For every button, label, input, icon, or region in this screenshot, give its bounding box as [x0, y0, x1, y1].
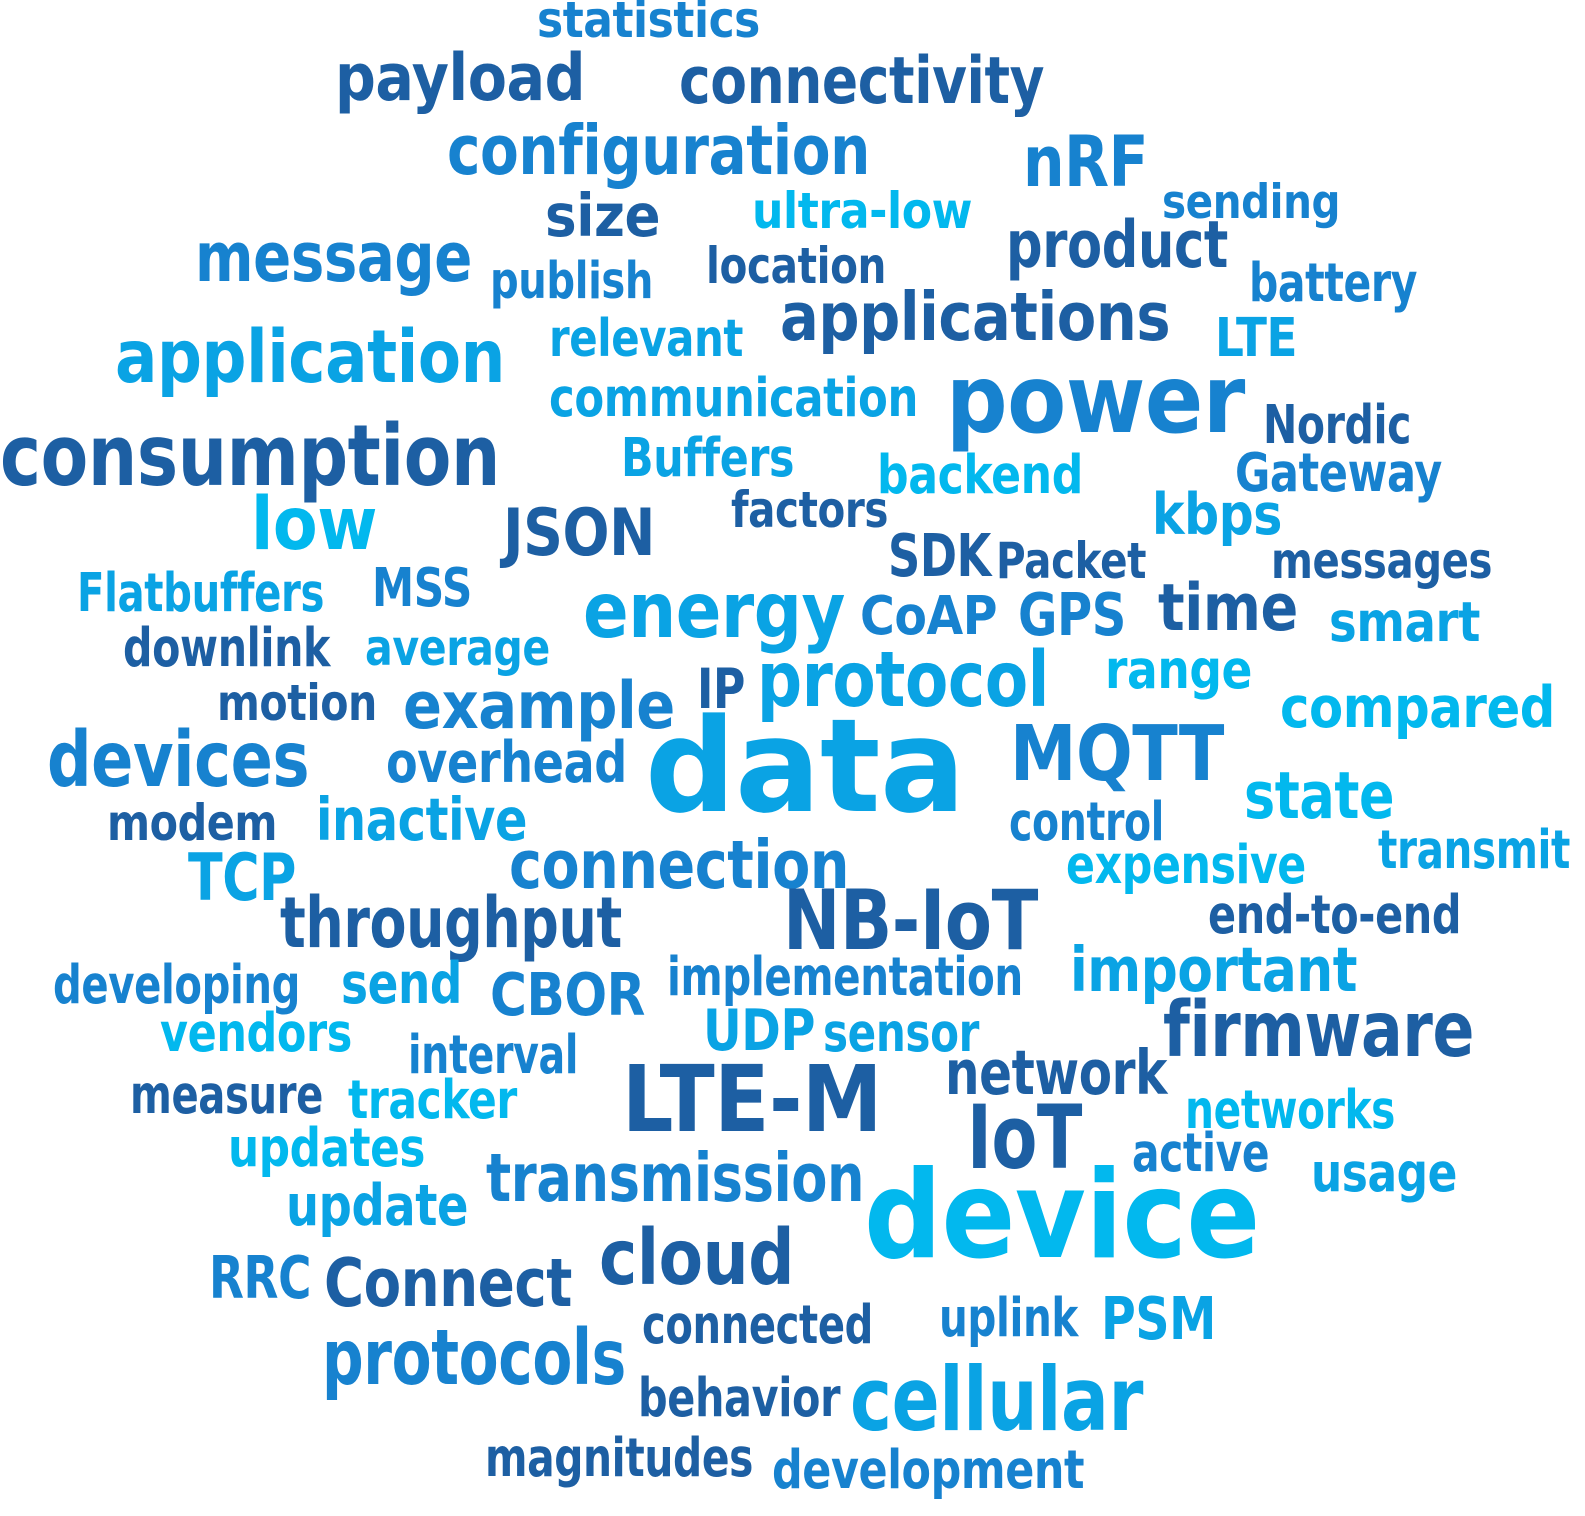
word-kbps: kbps — [1152, 482, 1282, 549]
word-updates: updates — [228, 1116, 426, 1179]
word-inactive: inactive — [316, 784, 528, 854]
word-transmit: transmit — [1378, 818, 1571, 881]
word-statistics: statistics — [537, 0, 760, 50]
word-tcp: TCP — [188, 841, 297, 917]
word-uplink: uplink — [939, 1286, 1078, 1349]
word-udp: UDP — [703, 998, 815, 1065]
word-ultra-low: ultra-low — [752, 182, 973, 241]
word-product: product — [1006, 208, 1228, 284]
word-factors: factors — [731, 481, 889, 540]
word-developing: developing — [53, 953, 301, 1016]
word-vendors: vendors — [160, 1001, 352, 1064]
word-protocols: protocols — [322, 1313, 626, 1403]
word-range: range — [1105, 638, 1252, 701]
word-message: message — [195, 217, 472, 298]
word-payload: payload — [335, 41, 586, 117]
word-throughput: throughput — [280, 880, 622, 964]
word-downlink: downlink — [123, 616, 331, 679]
word-communication: communication — [549, 366, 918, 429]
word-applications: applications — [780, 277, 1171, 356]
word-average: average — [365, 619, 550, 678]
word-gps: GPS — [1018, 579, 1126, 649]
word-battery: battery — [1249, 251, 1418, 314]
word-smart: smart — [1329, 591, 1481, 656]
word-cloud: cloud — [599, 1213, 795, 1303]
word-interval: interval — [408, 1023, 579, 1086]
word-lte: LTE — [1215, 306, 1298, 369]
word-mss: MSS — [372, 556, 472, 619]
word-publish: publish — [490, 250, 654, 310]
word-mqtt: MQTT — [1010, 709, 1224, 799]
word-sensor: sensor — [823, 1001, 979, 1064]
word-messages: messages — [1271, 532, 1493, 591]
word-networks: networks — [1185, 1078, 1396, 1141]
word-send: send — [341, 951, 462, 1018]
word-size: size — [545, 180, 661, 250]
word-transmission: transmission — [486, 1138, 865, 1217]
word-sending: sending — [1162, 175, 1341, 231]
word-connectivity: connectivity — [679, 44, 1045, 120]
word-magnitudes: magnitudes — [485, 1426, 753, 1489]
word-behavior: behavior — [638, 1366, 841, 1429]
word-network: network — [945, 1037, 1168, 1109]
word-coap: CoAP — [860, 584, 998, 647]
word-low: low — [251, 482, 378, 568]
word-consumption: consumption — [0, 406, 500, 506]
word-configuration: configuration — [447, 110, 870, 191]
word-relevant: relevant — [549, 308, 744, 369]
word-data: data — [645, 691, 965, 843]
word-rrc: RRC — [209, 1242, 312, 1312]
word-cellular: cellular — [850, 1348, 1144, 1452]
word-important: important — [1070, 934, 1358, 1006]
word-state: state — [1244, 759, 1395, 835]
word-devices: devices — [47, 715, 310, 805]
word-usage: usage — [1311, 1141, 1457, 1204]
word-protocol: protocol — [757, 635, 1049, 725]
word-location: location — [706, 237, 887, 296]
word-psm: PSM — [1101, 1283, 1216, 1353]
word-example: example — [403, 669, 675, 745]
word-sdk: SDK — [888, 520, 991, 590]
word-flatbuffers: Flatbuffers — [77, 561, 325, 624]
word-update: update — [286, 1173, 469, 1240]
word-active: active — [1132, 1121, 1270, 1184]
word-expensive: expensive — [1066, 833, 1306, 896]
word-development: development — [772, 1438, 1085, 1501]
word-cbor: CBOR — [490, 959, 645, 1029]
word-connected: connected — [642, 1293, 873, 1356]
word-device: device — [864, 1144, 1260, 1287]
word-iot: IoT — [967, 1086, 1083, 1190]
word-lte-m: LTE-M — [622, 1045, 882, 1153]
word-packet: Packet — [996, 532, 1147, 591]
word-connect: Connect — [324, 1243, 573, 1322]
word-overhead: overhead — [386, 730, 627, 797]
word-time: time — [1158, 571, 1298, 647]
word-energy: energy — [583, 566, 845, 656]
word-backend: backend — [877, 443, 1083, 506]
word-modem: modem — [107, 794, 278, 853]
word-nb-iot: NB-IoT — [783, 873, 1038, 970]
word-connection: connection — [509, 825, 849, 904]
word-nrf: nRF — [1023, 119, 1149, 203]
word-power: power — [946, 344, 1245, 455]
word-end-to-end: end-to-end — [1208, 883, 1462, 946]
word-buffers: Buffers — [621, 426, 795, 489]
word-firmware: firmware — [1163, 985, 1474, 1075]
word-nordic: Nordic — [1263, 393, 1412, 456]
word-measure: measure — [130, 1063, 323, 1126]
word-tracker: tracker — [348, 1068, 517, 1131]
word-json: JSON — [503, 496, 655, 572]
word-motion: motion — [217, 674, 377, 733]
word-application: application — [115, 315, 505, 401]
word-gateway: Gateway — [1235, 441, 1442, 504]
word-ip: IP — [697, 658, 745, 723]
word-implementation: implementation — [667, 945, 1023, 1008]
word-compared: compared — [1280, 675, 1555, 742]
word-control: control — [1009, 790, 1164, 853]
